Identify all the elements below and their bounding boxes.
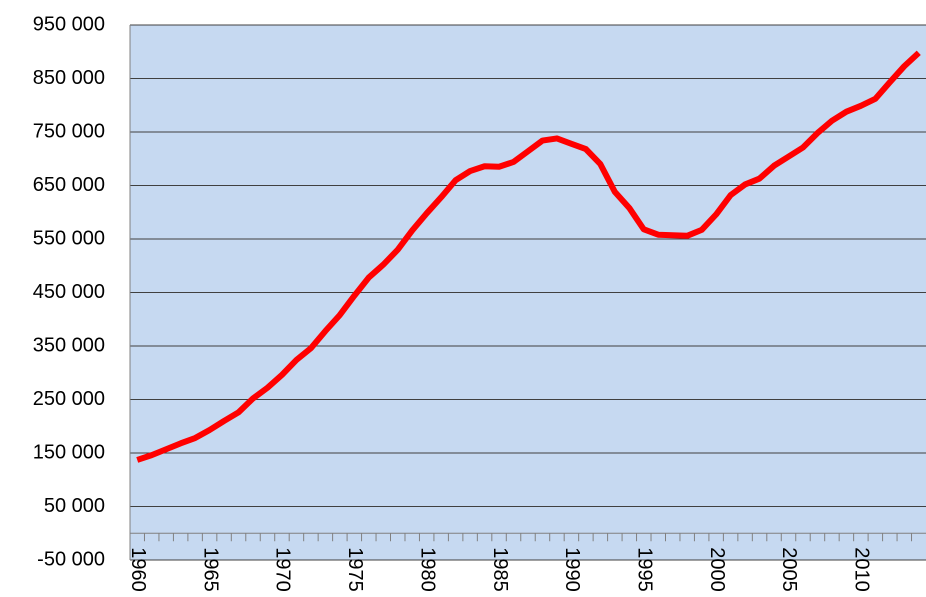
x-tick-label: 2000	[706, 547, 728, 592]
data-line	[136, 50, 921, 463]
x-tick-label: 1970	[272, 547, 294, 592]
y-tick-label: 550 000	[33, 227, 105, 249]
y-tick-label: 450 000	[33, 281, 105, 303]
x-tick-label: 1980	[416, 547, 438, 592]
y-tick-label: -50 000	[37, 548, 105, 570]
y-tick-label: 50 000	[44, 495, 105, 517]
y-tick-label: 150 000	[33, 441, 105, 463]
x-tick-label: 1985	[489, 547, 511, 592]
x-tick-label: 1960	[127, 547, 149, 592]
y-tick-label: 350 000	[33, 334, 105, 356]
x-tick-label: 1990	[561, 547, 583, 592]
x-tick-label: 1995	[634, 547, 656, 592]
y-tick-label: 850 000	[33, 67, 105, 89]
x-tick-label: 2010	[851, 547, 873, 592]
y-tick-label: 750 000	[33, 120, 105, 142]
y-tick-label: 950 000	[33, 13, 105, 35]
y-tick-label: 250 000	[33, 388, 105, 410]
y-tick-label: 650 000	[33, 174, 105, 196]
x-tick-label: 1965	[199, 547, 221, 592]
x-tick-label: 1975	[344, 547, 366, 592]
x-tick-label: 2005	[778, 547, 800, 592]
